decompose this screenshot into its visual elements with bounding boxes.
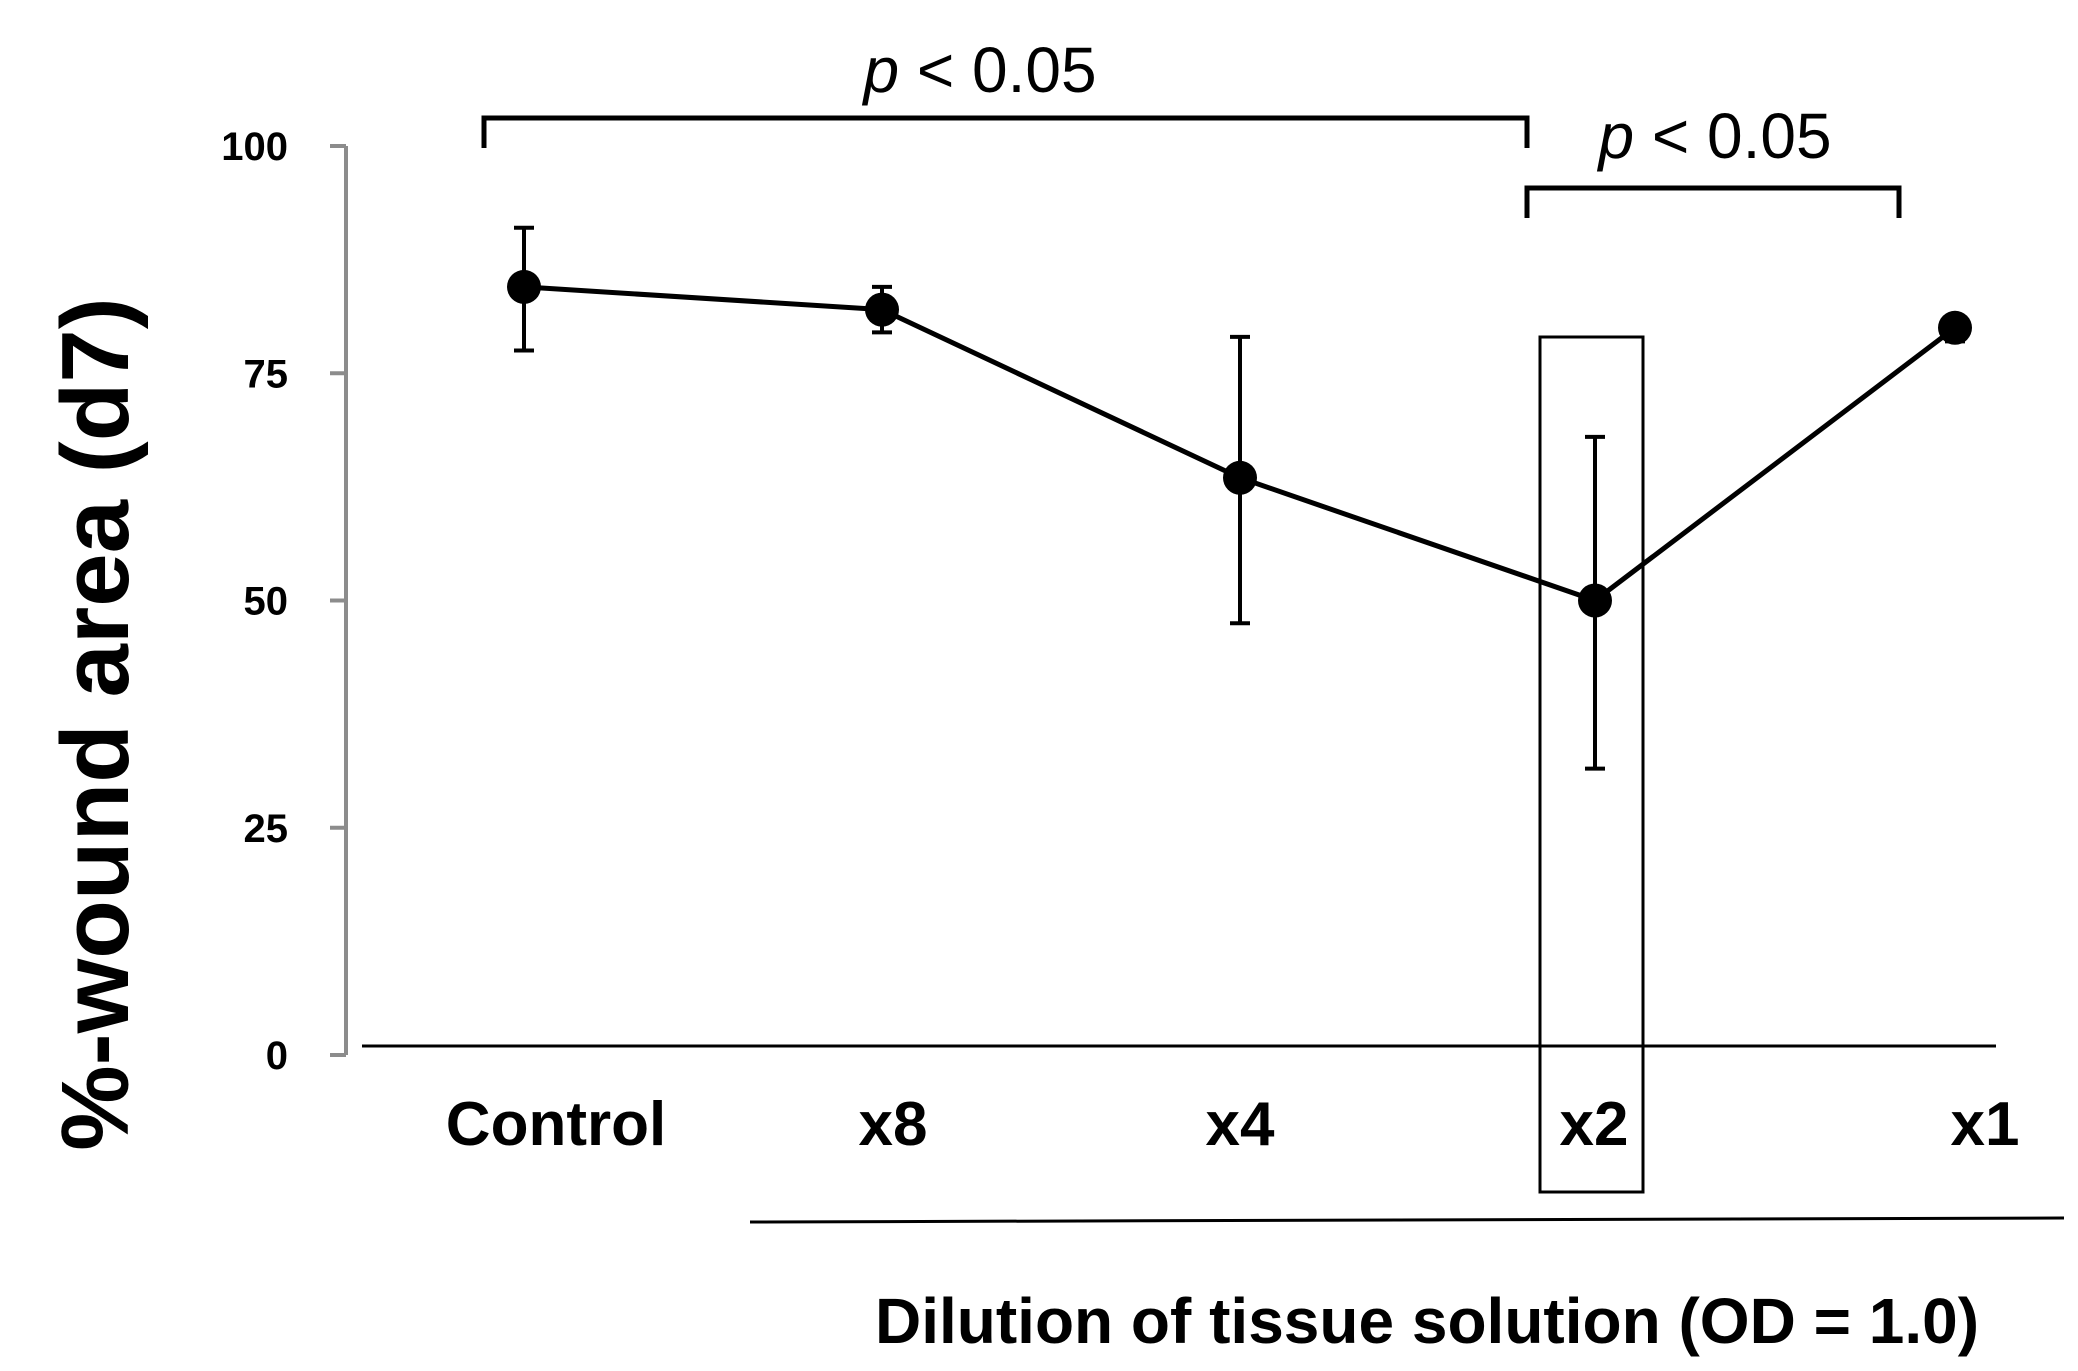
category-labels: Control x8 x4 x2 x1 — [446, 1090, 2020, 1159]
data-point — [865, 292, 899, 327]
highlight-box — [1538, 335, 1645, 1194]
significance-bracket — [1524, 185, 1902, 218]
significance-label: p < 0.05 — [1596, 100, 1831, 172]
highlight-rect — [1538, 335, 1645, 1194]
y-tick-label: 0 — [266, 1034, 288, 1078]
significance-label: p < 0.05 — [861, 34, 1096, 106]
data-point — [1938, 310, 1972, 345]
category-label: x4 — [1206, 1090, 1275, 1159]
category-label: x8 — [859, 1090, 928, 1159]
series — [507, 269, 1972, 618]
data-point — [507, 269, 541, 304]
data-point — [1578, 583, 1612, 618]
category-label: x2 — [1560, 1090, 1629, 1159]
y-tick-label: 75 — [244, 352, 289, 396]
x-axis-label: Dilution of tissue solution (OD = 1.0) — [875, 1285, 1979, 1357]
significance-brackets: p < 0.05 p < 0.05 — [481, 34, 1902, 218]
error-bars — [514, 225, 1965, 771]
y-axis-label: %-wound area (d7) — [42, 297, 149, 1150]
dilution-underline — [749, 1216, 2065, 1224]
category-label: x1 — [1951, 1090, 2020, 1159]
data-point — [1223, 460, 1257, 495]
category-label: Control — [446, 1090, 666, 1159]
y-tick-label: 25 — [244, 807, 289, 851]
y-tick-label: 50 — [244, 580, 289, 624]
significance-bracket — [481, 115, 1530, 148]
y-tick-label: 100 — [221, 125, 288, 169]
y-ticks: 0 25 50 75 100 — [221, 125, 346, 1078]
